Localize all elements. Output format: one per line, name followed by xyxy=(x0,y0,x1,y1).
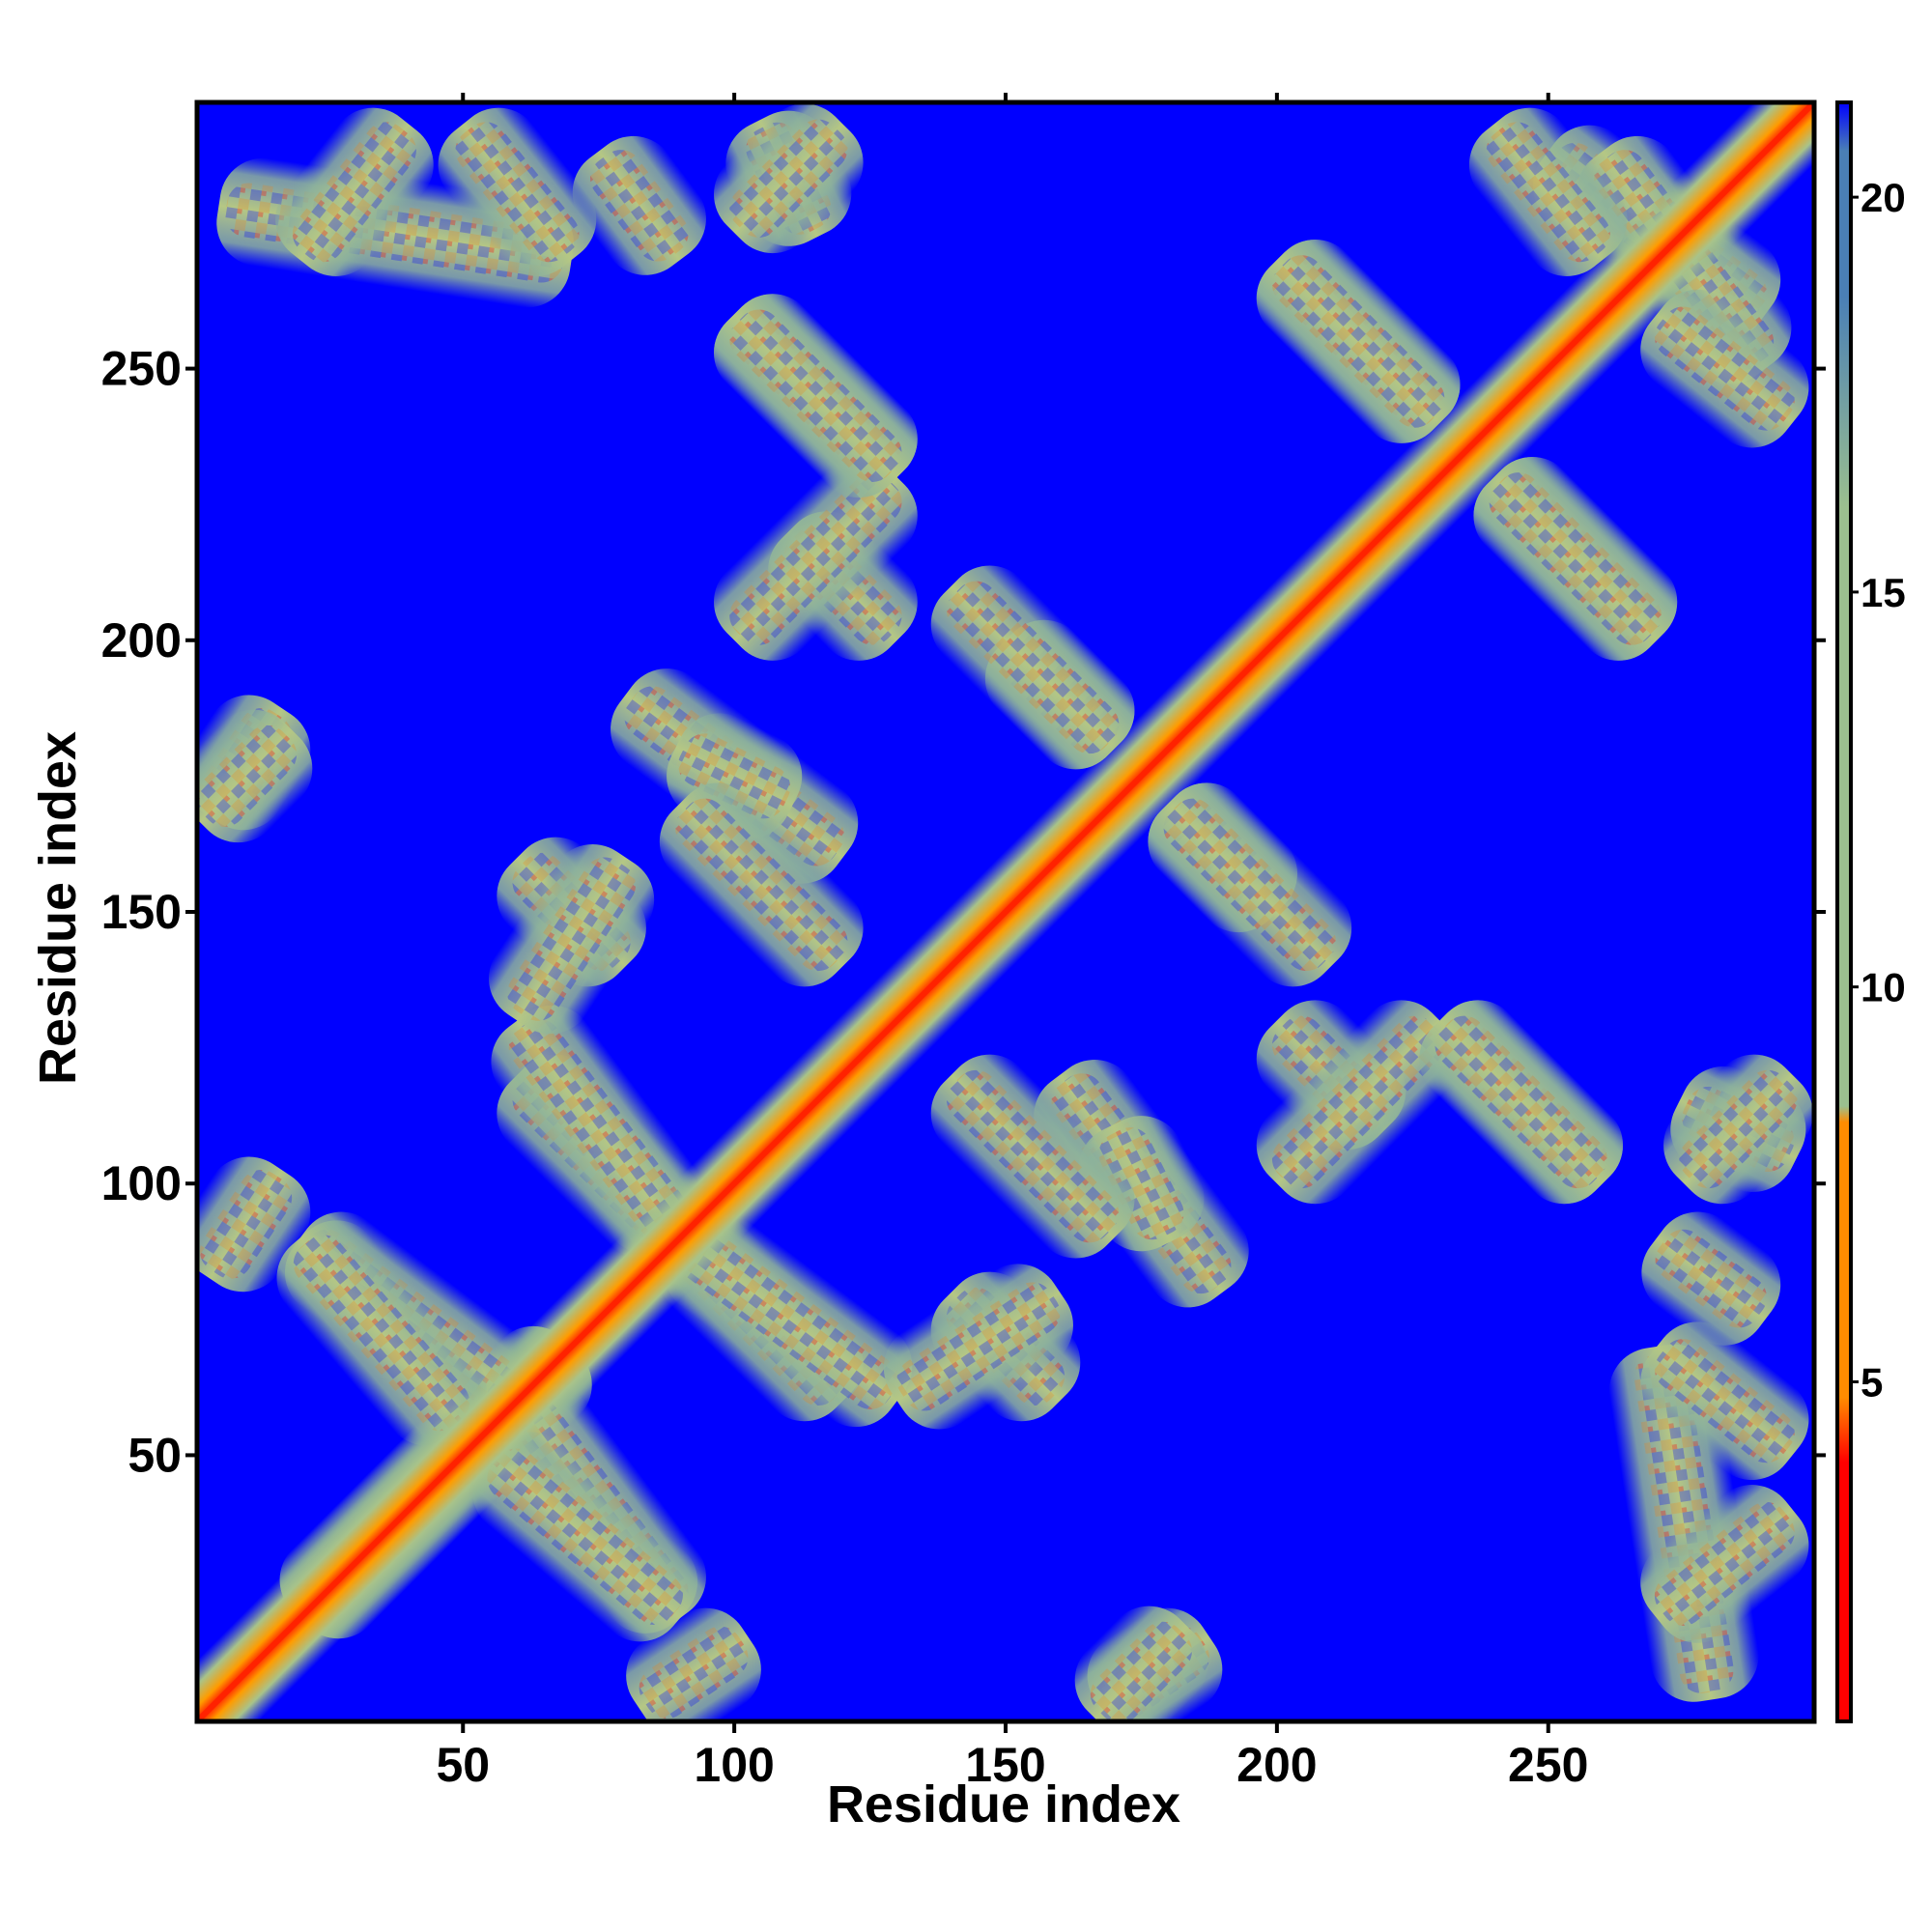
heatmap-plot-area xyxy=(197,102,1814,1721)
x-tick-label-150: 150 xyxy=(965,1738,1045,1792)
contact-band-23-lower xyxy=(438,107,597,276)
contact-band-27-upper xyxy=(197,709,313,843)
contact-band-25-lower xyxy=(713,103,864,254)
contact-band-16-lower xyxy=(930,565,1135,770)
x-tick-label-250: 250 xyxy=(1508,1738,1588,1792)
y-tick-label-250: 250 xyxy=(101,342,182,396)
y-tick-label-100: 100 xyxy=(101,1156,182,1210)
y-tick-label-50: 50 xyxy=(128,1428,182,1482)
contact-band-20-upper xyxy=(1473,456,1678,661)
contact-band-12-lower xyxy=(491,1005,706,1254)
axes: 50 100 150 200 250 50 100 150 200 250 xyxy=(101,93,1826,1792)
x-axis-title: Residue index xyxy=(827,1776,1180,1833)
colorbar-tick-label-5: 5 xyxy=(1861,1359,1883,1405)
contact-band-13-lower xyxy=(489,843,655,1035)
contact-band-22-upper xyxy=(1640,289,1809,448)
y-axis-title: Residue index xyxy=(29,731,87,1085)
diagonal-band xyxy=(197,102,1814,1721)
contact-band-24-lower xyxy=(275,107,434,276)
contact-band-11-upper xyxy=(472,1432,698,1642)
heatmap-content xyxy=(197,102,1814,1721)
y-tick-label-200: 200 xyxy=(101,613,182,668)
contact-band-2-upper xyxy=(572,135,706,275)
colorbar: 5 10 15 20 xyxy=(1835,100,1906,1723)
y-tick-label-150: 150 xyxy=(101,885,182,939)
colorbar-scale xyxy=(1835,100,1853,1723)
contact-band-13-upper xyxy=(883,1264,1073,1430)
contact-band-14-upper xyxy=(930,1054,1135,1259)
contact-band-23-upper xyxy=(1640,1321,1809,1481)
contact-band-25-upper xyxy=(1663,1054,1813,1205)
contact-band-20-lower xyxy=(1256,240,1461,443)
contact-band-27-lower xyxy=(1074,1605,1208,1721)
contact-band-2-lower xyxy=(1641,1211,1781,1346)
contact-band-16-upper xyxy=(1148,782,1352,987)
contact-band-11-lower xyxy=(276,1220,487,1446)
diagonal-core xyxy=(197,102,1814,1721)
contact-band-28-upper xyxy=(197,1156,311,1293)
contact-band-24-upper xyxy=(1640,1485,1809,1643)
contact-band-28-lower xyxy=(626,1607,761,1721)
colorbar-tick-label-20: 20 xyxy=(1861,175,1906,220)
contact-band-18-upper xyxy=(1419,1000,1624,1205)
contact-band-17-upper xyxy=(1256,1000,1461,1205)
contact-band-18-lower xyxy=(713,294,918,498)
contact-band-22-lower xyxy=(1468,107,1628,276)
x-tick-label-50: 50 xyxy=(436,1738,490,1792)
colorbar-tick-label-15: 15 xyxy=(1861,570,1906,615)
contact-band-12-upper xyxy=(665,1211,913,1428)
contact-band-17-lower xyxy=(713,456,918,661)
colorbar-tick-label-10: 10 xyxy=(1861,965,1906,1010)
x-tick-label-200: 200 xyxy=(1236,1738,1317,1792)
x-tick-label-100: 100 xyxy=(694,1738,774,1792)
contact-band-14-lower xyxy=(659,782,864,987)
